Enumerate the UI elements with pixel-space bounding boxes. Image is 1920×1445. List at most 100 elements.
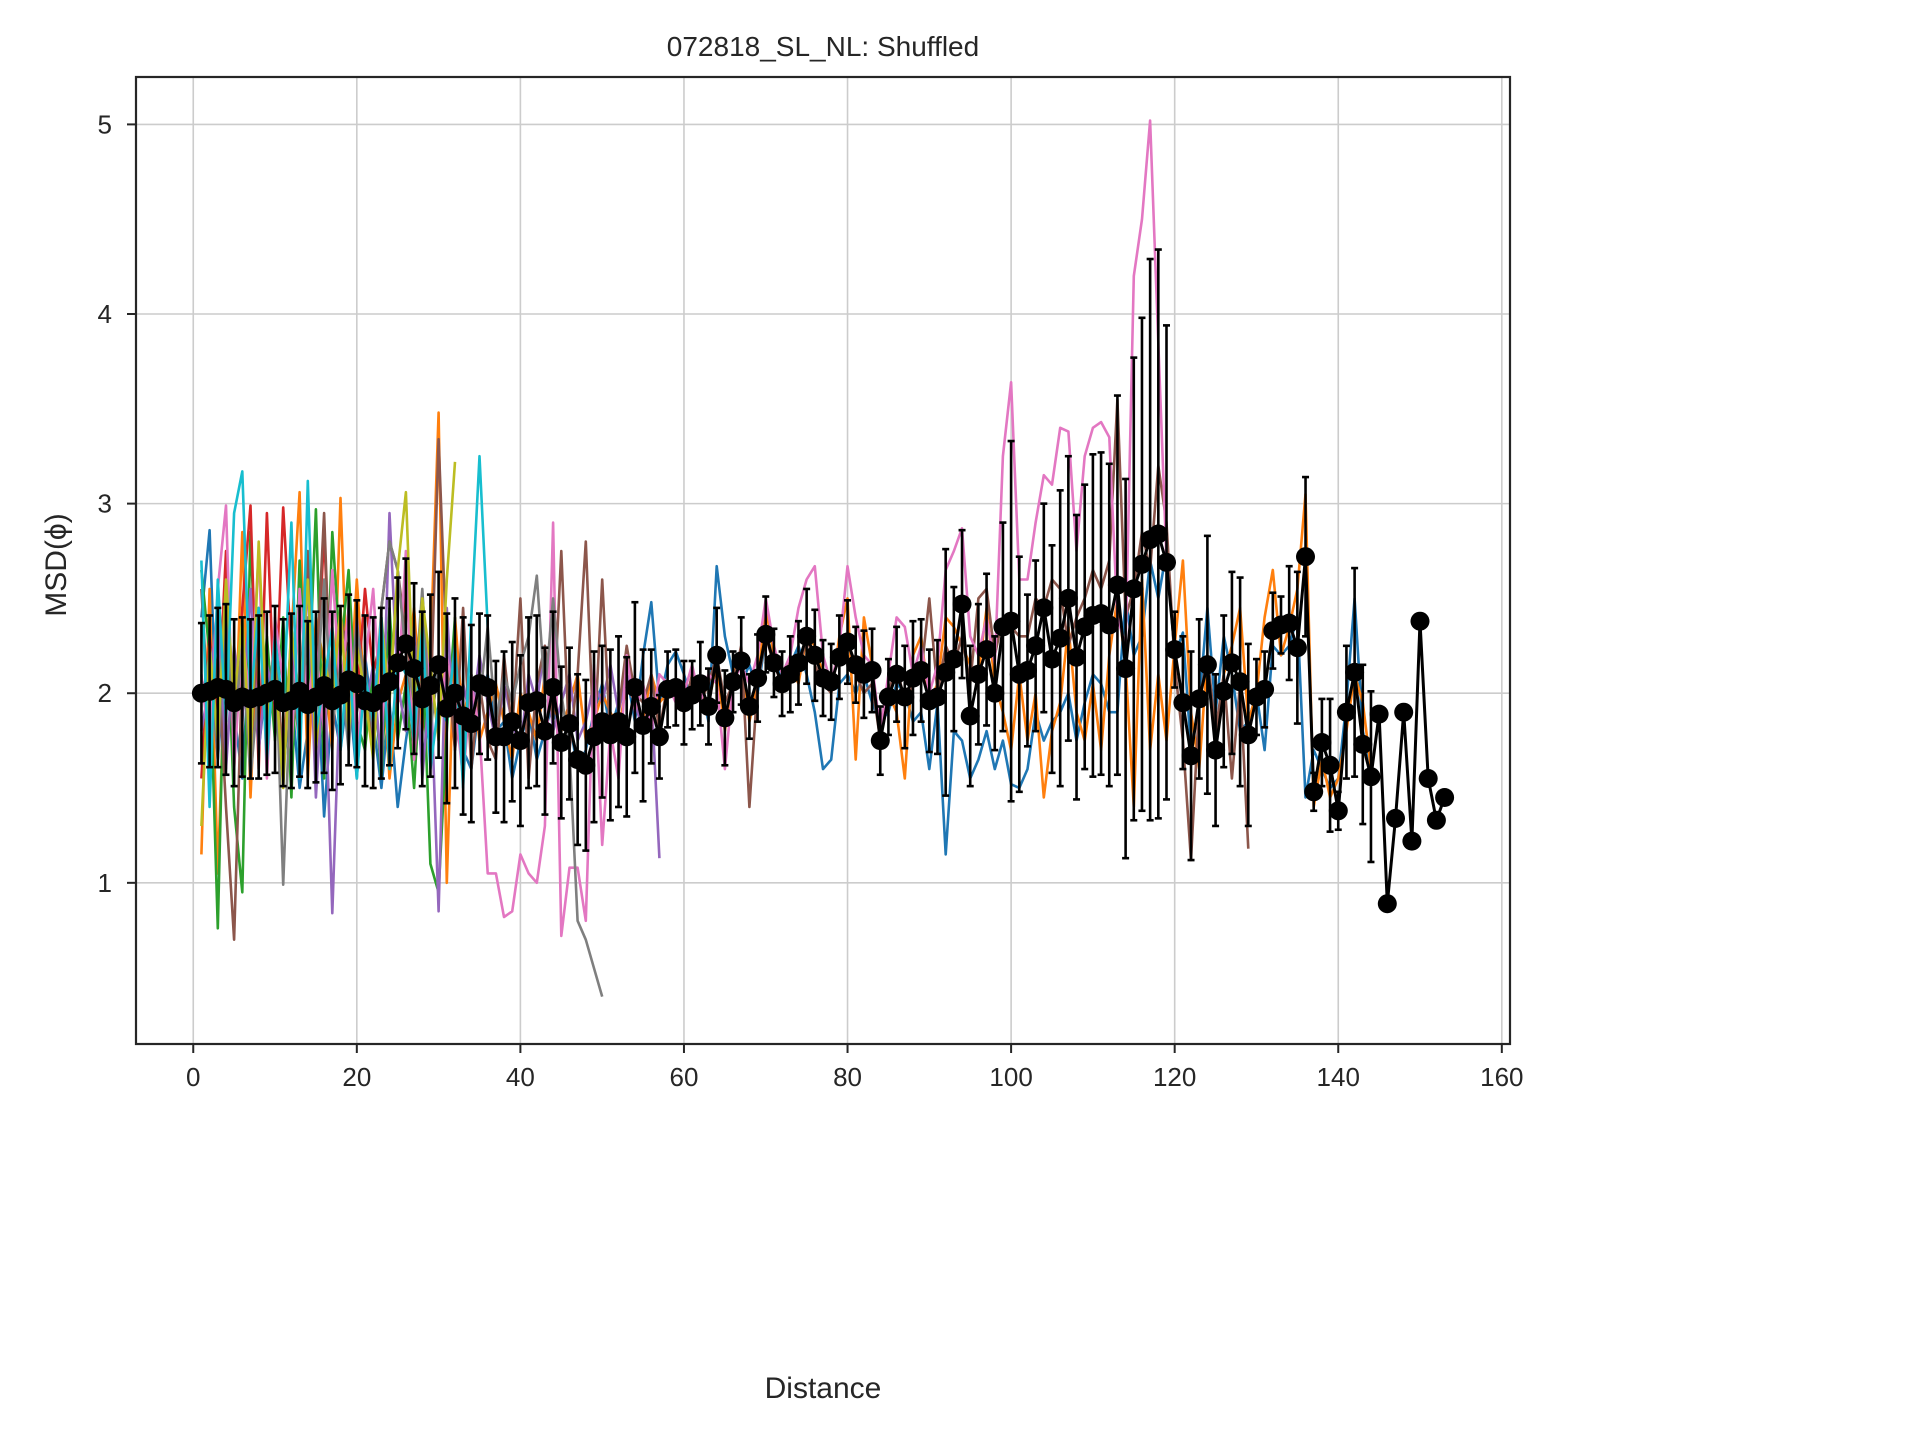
mean-point	[821, 672, 841, 692]
x-tick-label: 160	[1480, 1062, 1523, 1092]
mean-point	[560, 714, 579, 734]
mean-point	[1287, 638, 1307, 658]
mean-point	[977, 640, 997, 660]
mean-point	[584, 727, 604, 747]
mean-point	[1238, 725, 1258, 745]
mean-point	[380, 672, 399, 692]
mean-point	[1328, 801, 1348, 821]
mean-point	[1173, 693, 1193, 713]
mean-point	[1124, 579, 1144, 599]
mean-point	[789, 653, 808, 673]
mean-point	[502, 712, 522, 732]
mean-point	[699, 697, 718, 716]
mean-point	[420, 676, 440, 696]
mean-point	[1402, 831, 1422, 851]
mean-point	[1157, 552, 1176, 572]
mean-point	[1116, 659, 1136, 679]
mean-point	[437, 698, 457, 718]
mean-point	[1034, 598, 1054, 618]
mean-point	[1214, 681, 1234, 701]
mean-point	[952, 594, 972, 614]
mean-point	[968, 664, 988, 684]
x-tick-label: 60	[670, 1062, 699, 1092]
mean-point	[641, 697, 661, 716]
mean-point	[731, 651, 751, 671]
mean-point	[649, 727, 669, 747]
x-tick-label: 0	[186, 1062, 200, 1092]
mean-point	[1361, 767, 1381, 787]
y-tick-label: 5	[98, 109, 112, 139]
mean-point	[756, 624, 776, 644]
mean-point	[633, 716, 653, 735]
mean-point	[1001, 611, 1021, 631]
mean-point	[1353, 734, 1373, 754]
mean-point	[1099, 615, 1119, 635]
mean-point	[527, 691, 547, 711]
mean-point	[1418, 769, 1438, 788]
y-axis-label: MSD(ϕ)	[40, 513, 73, 616]
mean-point	[429, 655, 449, 675]
mean-point	[609, 712, 628, 732]
mean-point	[535, 721, 555, 741]
mean-point	[764, 653, 784, 673]
y-tick-label: 4	[98, 299, 112, 329]
mean-point	[1206, 740, 1226, 760]
mean-point	[1304, 782, 1324, 802]
mean-point	[944, 649, 964, 669]
mean-point	[1386, 808, 1405, 828]
mean-point	[1312, 733, 1332, 752]
mean-point	[461, 714, 481, 734]
x-tick-label: 140	[1317, 1062, 1360, 1092]
mean-point	[625, 678, 645, 697]
mean-point	[911, 661, 931, 680]
mean-point	[494, 727, 514, 747]
mean-point	[707, 645, 727, 665]
mean-point	[1336, 702, 1356, 722]
mean-point	[862, 661, 882, 680]
mean-point	[1345, 662, 1365, 682]
mean-point	[331, 685, 350, 705]
mean-point	[576, 755, 596, 775]
mean-point	[1222, 653, 1242, 673]
mean-point	[1067, 647, 1086, 667]
mean-point	[1296, 547, 1315, 567]
mean-point	[1107, 575, 1127, 595]
mean-point	[1018, 661, 1037, 680]
mean-point	[551, 733, 571, 752]
mean-point	[1189, 689, 1209, 709]
mean-point	[404, 659, 424, 679]
mean-point	[1197, 655, 1217, 675]
mean-point	[666, 678, 686, 697]
mean-point	[805, 645, 825, 665]
x-tick-label: 100	[989, 1062, 1032, 1092]
x-axis-label: Distance	[765, 1372, 882, 1405]
y-tick-label: 2	[98, 678, 112, 708]
mean-point	[1050, 628, 1070, 648]
mean-point	[797, 626, 817, 646]
mean-point	[478, 678, 498, 697]
mean-point	[1410, 611, 1430, 631]
mean-point	[985, 683, 1005, 703]
y-tick-label: 1	[98, 868, 112, 898]
mean-point	[1435, 788, 1455, 807]
mean-point	[1369, 704, 1389, 724]
mean-point	[960, 706, 980, 726]
mean-point	[1377, 894, 1397, 914]
mean-point	[314, 676, 334, 696]
mean-point	[1058, 588, 1078, 608]
mean-point	[510, 731, 530, 751]
x-tick-label: 80	[833, 1062, 862, 1092]
mean-series	[191, 524, 1455, 914]
mean-point	[748, 668, 768, 688]
mean-point	[347, 674, 367, 694]
y-tick-label: 3	[98, 489, 112, 519]
mean-point	[723, 672, 743, 692]
mean-point	[870, 731, 890, 751]
mean-point	[887, 664, 907, 684]
mean-point	[928, 687, 947, 707]
mean-point	[445, 683, 465, 703]
mean-point	[1394, 702, 1414, 722]
axis-ticks: 0 20 40 60 80 100 120 140 160 1 2 3 4 5	[98, 109, 1524, 1092]
mean-point	[1426, 810, 1446, 830]
